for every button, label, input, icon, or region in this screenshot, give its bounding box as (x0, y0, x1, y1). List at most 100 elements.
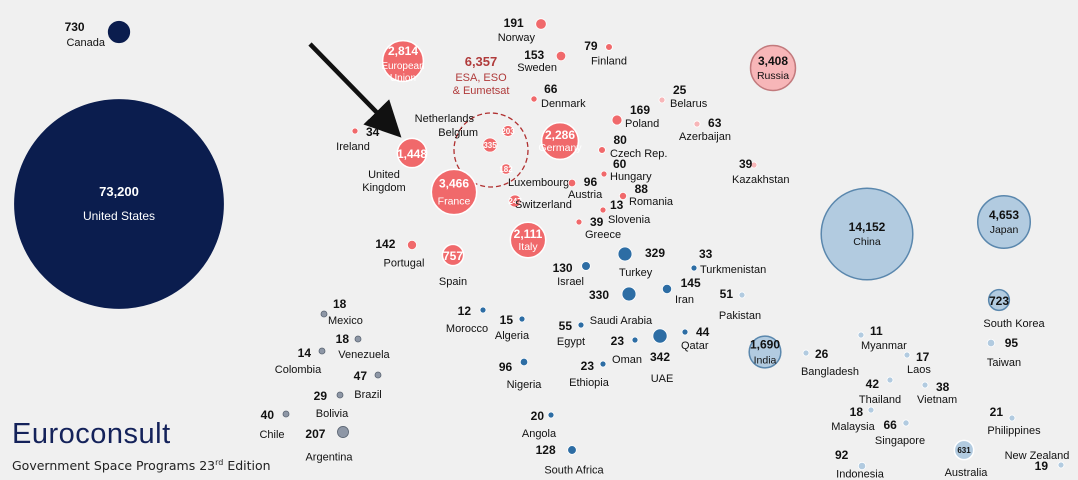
name-label: Czech Rep. (610, 148, 667, 160)
bubble-norway: 191 Norway (498, 16, 547, 44)
bubble-myanmar: 11 Myanmar (857, 324, 907, 352)
value-label: 329 (645, 246, 665, 260)
value-label: 47 (354, 369, 368, 383)
name-label: Malaysia (831, 421, 875, 433)
name-label: Morocco (446, 323, 488, 335)
value-label: 18 (333, 297, 347, 311)
name-label: Sweden (517, 62, 557, 74)
name-label: Australia (945, 467, 989, 479)
bubble-mark (857, 461, 867, 471)
value-label: 21 (990, 405, 1004, 419)
bubble-mark (693, 120, 701, 128)
bubble-nigeria: 96 Nigeria (499, 357, 542, 391)
value-label: 33 (699, 247, 713, 261)
bubble-spain: 757 Spain (439, 243, 467, 288)
bubble-mark (605, 43, 613, 51)
name-label: Argentina (305, 452, 353, 464)
value-label: 96 (584, 175, 598, 189)
bubble-algeria: 15 Algeria (495, 313, 530, 342)
name-label: Bolivia (316, 408, 349, 420)
value-label: 142 (375, 237, 395, 251)
bubble-mark (599, 360, 607, 368)
name-label: Japan (990, 224, 1019, 236)
name-label: South Korea (983, 318, 1045, 330)
bubble-mark (502, 125, 514, 137)
value-label: 26 (815, 347, 829, 361)
value-label: 55 (559, 319, 573, 333)
value-label: 191 (504, 16, 524, 30)
bubble-netherlands: 203 Netherlands (415, 113, 515, 137)
bubble-mark (658, 96, 666, 104)
bubble-mark (1008, 414, 1016, 422)
esa-dashed-circle (453, 112, 529, 188)
subtitle-sup: rd (215, 458, 224, 467)
name-label: Turkey (619, 267, 653, 279)
name-label: Iran (675, 294, 694, 306)
name-label: Brazil (354, 389, 382, 401)
value-label: 44 (696, 325, 710, 339)
name-label: Kazakhstan (732, 174, 789, 186)
bubble-mark (479, 306, 487, 314)
bubble-esa-eso-eumetsat: 6,357 ESA, ESO& Eumetsat (453, 54, 529, 188)
name-label: Russia (757, 70, 789, 82)
bubble-colombia: 14 Colombia (275, 346, 326, 376)
value-label: 128 (536, 443, 556, 457)
value-label: 757 (443, 249, 463, 263)
value-label: 80 (613, 133, 627, 147)
bubble-indonesia: 92 Indonesia (835, 448, 885, 480)
name-label: Denmark (541, 98, 586, 110)
name-label: Pakistan (719, 310, 761, 322)
bubble-mark (336, 391, 344, 399)
bubble-mark (482, 137, 498, 153)
bubble-mark (508, 194, 522, 208)
name-label: Azerbaijan (679, 131, 731, 143)
name-label: Belgium (438, 127, 478, 139)
bubble-philippines: 21 Philippines (987, 405, 1041, 437)
name-label: Angola (522, 428, 557, 440)
name-label: European (381, 61, 424, 72)
value-label: 247 (508, 197, 522, 206)
value-label: 19 (1035, 459, 1049, 473)
value-label: 66 (544, 82, 558, 96)
name-label: Poland (625, 118, 659, 130)
bubble-mark (318, 347, 326, 355)
name-label: Netherlands (415, 113, 475, 125)
bubble-mark (611, 114, 623, 126)
value-label: 73,200 (99, 184, 139, 199)
value-label: 11 (870, 324, 883, 338)
value-label: 38 (936, 380, 950, 394)
name-label: Slovenia (608, 214, 651, 226)
bubble-mark (987, 288, 1011, 312)
name-label: Thailand (859, 394, 901, 406)
value-label: 3,408 (758, 54, 788, 68)
value-label: 330 (589, 288, 609, 302)
bubble-mark (555, 50, 567, 62)
name-label: Ireland (336, 141, 370, 153)
bubble-mark (535, 18, 547, 30)
value-label: 169 (630, 103, 650, 117)
name-label: Austria (568, 189, 603, 201)
bubble-mark (509, 221, 547, 259)
value-label: 723 (989, 294, 1009, 308)
value-label: 23 (611, 334, 625, 348)
bubble-south-korea: 723 South Korea (983, 288, 1045, 330)
value-label: 51 (720, 287, 734, 301)
bubble-mark (547, 411, 555, 419)
bubble-mark (320, 310, 328, 318)
value-label: 203 (501, 127, 515, 136)
name-label: Philippines (987, 425, 1041, 437)
bubble-oman: 23 Oman (611, 334, 642, 366)
bubble-egypt: 55 Egypt (557, 319, 585, 348)
bubble-mark (282, 410, 290, 418)
value-label: 63 (708, 116, 722, 130)
name-label: Portugal (384, 258, 425, 270)
bubble-ethiopia: 23 Ethiopia (569, 359, 610, 389)
value-label: 2,814 (388, 44, 418, 58)
name-label: United (368, 169, 400, 181)
